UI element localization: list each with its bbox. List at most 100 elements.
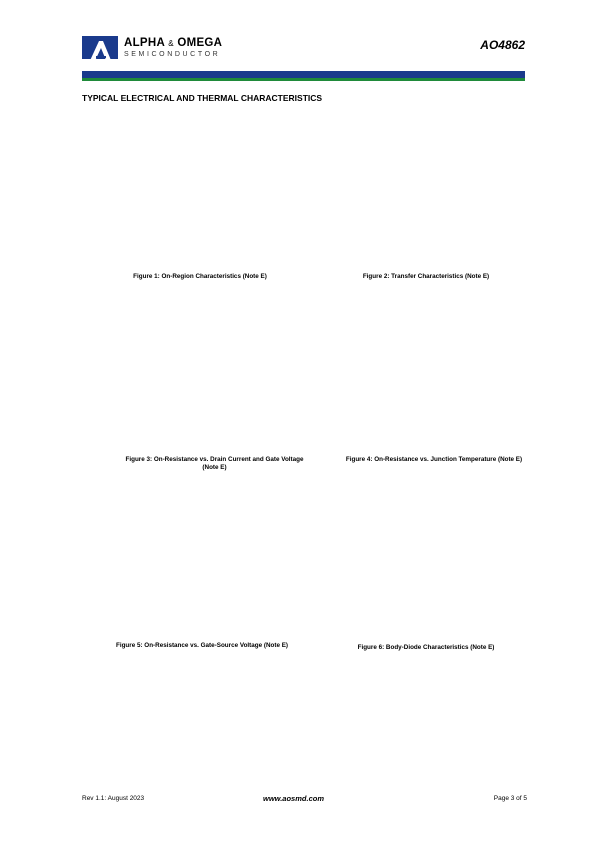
series-line-5 xyxy=(119,205,284,244)
y-tick-label: 2 xyxy=(336,217,340,223)
series-annotation: 25°C xyxy=(458,566,472,572)
x-tick-label: 0.2 xyxy=(374,620,383,626)
figure-5-caption: Figure 5: On-Resistance vs. Gate-Source … xyxy=(115,642,289,649)
header-rule-blue xyxy=(82,71,525,78)
figure-6-caption: Figure 6: Body-Diode Characteristics (No… xyxy=(357,644,495,651)
y-tick-label: 1.0E-05 xyxy=(321,614,340,620)
series-annotation: 125°C xyxy=(390,185,407,191)
y-tick-label: 1.0E-04 xyxy=(321,592,340,598)
x-tick-label: 4 xyxy=(249,248,253,254)
x-axis-title: VSD (Volts) xyxy=(412,630,443,638)
y-tick-label: 1.6 xyxy=(331,339,340,345)
series-line-0 xyxy=(146,484,284,561)
x-tick-label: 50 xyxy=(388,433,395,439)
x-axis-title: VDS (Volts) xyxy=(186,258,217,266)
x-tick-label: 3 xyxy=(216,248,220,254)
y-axis-title: ID (A) xyxy=(317,174,325,190)
x-tick-label: 2 xyxy=(119,620,123,626)
y-tick-label: 6 xyxy=(111,192,115,198)
y-tick-label: 1 xyxy=(336,405,340,411)
plot-frame xyxy=(343,118,508,245)
x-tick-label: 100 xyxy=(434,433,445,439)
x-tick-label: 0.4 xyxy=(407,620,416,626)
series-annotation: 4.5V xyxy=(165,143,177,149)
x-tick-label: 125 xyxy=(458,433,469,439)
website-link[interactable]: www.aosmd.com xyxy=(263,794,324,803)
x-tick-label: 150 xyxy=(481,433,492,439)
series-annotation: 3.5V xyxy=(244,174,256,180)
x-axis-title: Temperature (°C) xyxy=(402,442,453,450)
series-line-0 xyxy=(120,302,276,356)
x-tick-label: 10 xyxy=(281,620,288,626)
x-tick-label: 1 xyxy=(150,248,154,254)
series-annotation: 10V xyxy=(121,131,132,137)
y-tick-label: 4 xyxy=(336,192,340,198)
y-tick-label: 1.4 xyxy=(331,361,340,367)
series-annotation: ID=4.5A xyxy=(247,490,268,497)
x-tick-label: 1.0 xyxy=(507,620,516,626)
y-tick-label: 50 xyxy=(108,339,115,345)
series-annotation: VGS=10V xyxy=(374,325,399,332)
series-annotation: 125°C xyxy=(227,536,244,542)
series-annotation: 7V xyxy=(157,152,164,158)
y-tick-label: 35 xyxy=(108,405,115,411)
x-tick-label: 3 xyxy=(440,248,444,254)
series-line-1 xyxy=(418,484,495,616)
y-tick-label: 40 xyxy=(108,383,115,389)
y-tick-label: 9 xyxy=(111,167,115,173)
series-line-1 xyxy=(344,119,461,244)
x-tick-label: 0.8 xyxy=(474,620,483,626)
series-annotation: VGS=5V xyxy=(347,126,369,133)
series-annotation: VGS=4.5V xyxy=(174,328,201,335)
plot-frame xyxy=(343,296,511,430)
x-axis-title: VGS (Volts) xyxy=(410,258,442,266)
leader-line xyxy=(148,148,160,152)
y-tick-label: 12 xyxy=(107,142,114,148)
series-line-3 xyxy=(119,130,284,244)
x-tick-label: 6 xyxy=(216,433,220,439)
series-annotation: VGS=10V xyxy=(162,383,187,390)
x-tick-label: 10 xyxy=(280,433,287,439)
series-annotation: ID=4.5A xyxy=(374,332,395,339)
x-tick-label: 0 xyxy=(118,433,122,439)
y-tick-label: 1.0E-03 xyxy=(321,570,340,576)
x-tick-label: 0 xyxy=(117,248,121,254)
y-tick-label: 55 xyxy=(108,317,115,323)
y-axis-title: IS (A) xyxy=(307,542,315,557)
y-tick-label: 0 xyxy=(111,242,115,248)
x-tick-label: 8 xyxy=(249,433,253,439)
y-tick-label: 6 xyxy=(336,167,340,173)
series-annotation: VGS=3V xyxy=(239,219,261,226)
y-tick-label: 2 xyxy=(336,295,340,301)
y-tick-label: 15 xyxy=(107,117,114,123)
arrow-head-icon xyxy=(412,344,418,350)
x-tick-label: 75 xyxy=(412,433,419,439)
series-annotation: ID=3A xyxy=(427,401,443,408)
leader-line xyxy=(151,141,158,147)
y-tick-label: 3 xyxy=(111,217,115,223)
leader-line xyxy=(131,132,155,154)
x-tick-label: 0 xyxy=(342,433,346,439)
y-tick-label: 30 xyxy=(108,427,115,433)
series-annotation: 25°C xyxy=(192,601,206,607)
plot-frame xyxy=(119,296,284,430)
y-tick-label: 10 xyxy=(332,117,339,123)
x-tick-label: 8 xyxy=(242,620,246,626)
series-line-1 xyxy=(367,323,487,408)
y-tick-label: 0 xyxy=(336,242,340,248)
x-tick-label: 5 xyxy=(282,248,286,254)
x-tick-label: 0.0 xyxy=(341,620,350,626)
leader-line xyxy=(431,212,446,222)
figure-1-caption: Figure 1: On-Region Characteristics (Not… xyxy=(133,273,267,280)
y-tick-label: 110 xyxy=(106,482,116,488)
x-tick-label: 2 xyxy=(151,433,155,439)
y-axis-title: ID (A) xyxy=(92,174,100,190)
x-tick-label: 25 xyxy=(364,433,371,439)
series-annotation: 125°C xyxy=(388,522,405,528)
y-tick-label: 1.0E-01 xyxy=(321,526,340,532)
figure-2-caption: Figure 2: Transfer Characteristics (Note… xyxy=(362,273,490,280)
y-tick-label: 60 xyxy=(108,295,115,301)
alpha-omega-logo-icon xyxy=(82,36,118,65)
plot-frame xyxy=(118,118,285,245)
series-line-1 xyxy=(120,388,283,408)
